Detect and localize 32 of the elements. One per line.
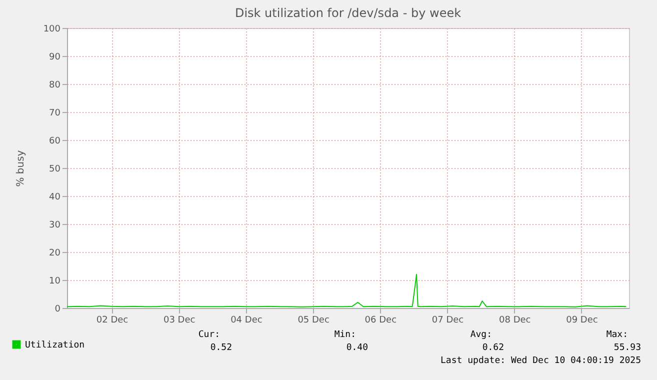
text: Avg: <box>470 330 492 340</box>
x-tick-label: 08 Dec <box>498 316 531 326</box>
text: 55.93 <box>614 343 641 353</box>
text: 0.52 <box>210 343 232 353</box>
text: Cur: <box>198 330 220 340</box>
y-tick-label: 70 <box>49 108 61 118</box>
text: Max: <box>606 330 628 340</box>
legend-label: Utilization <box>25 340 85 350</box>
x-tick-label: 02 Dec <box>96 316 128 326</box>
text: Last update: Wed Dec 10 04:00:19 2025 <box>440 356 641 366</box>
text: Min: <box>334 330 356 340</box>
x-tick-label: 09 Dec <box>566 316 598 326</box>
chart-title: Disk utilization for /dev/sda - by week <box>234 6 462 20</box>
y-axis-title: % busy <box>15 150 26 187</box>
x-tick-label: 05 Dec <box>298 316 330 326</box>
y-tick-label: 0 <box>54 304 61 314</box>
y-tick-label: 20 <box>49 248 61 258</box>
y-tick-label: 40 <box>49 192 61 202</box>
x-tick-label: 06 Dec <box>364 316 397 326</box>
y-tick-label: 90 <box>49 52 61 62</box>
text: 0.40 <box>346 343 368 353</box>
text: 0.62 <box>482 343 504 353</box>
x-tick-label: 03 Dec <box>163 316 196 326</box>
y-tick-label: 10 <box>49 276 61 286</box>
x-tick-label: 04 Dec <box>230 316 262 326</box>
y-tick-label: 50 <box>49 164 61 174</box>
y-tick-label: 60 <box>49 136 61 146</box>
y-tick-label: 30 <box>49 220 61 230</box>
x-tick-label: 07 Dec <box>432 316 464 326</box>
y-tick-label: 100 <box>43 24 61 34</box>
line-series <box>67 274 627 308</box>
y-tick-label: 80 <box>49 80 61 90</box>
